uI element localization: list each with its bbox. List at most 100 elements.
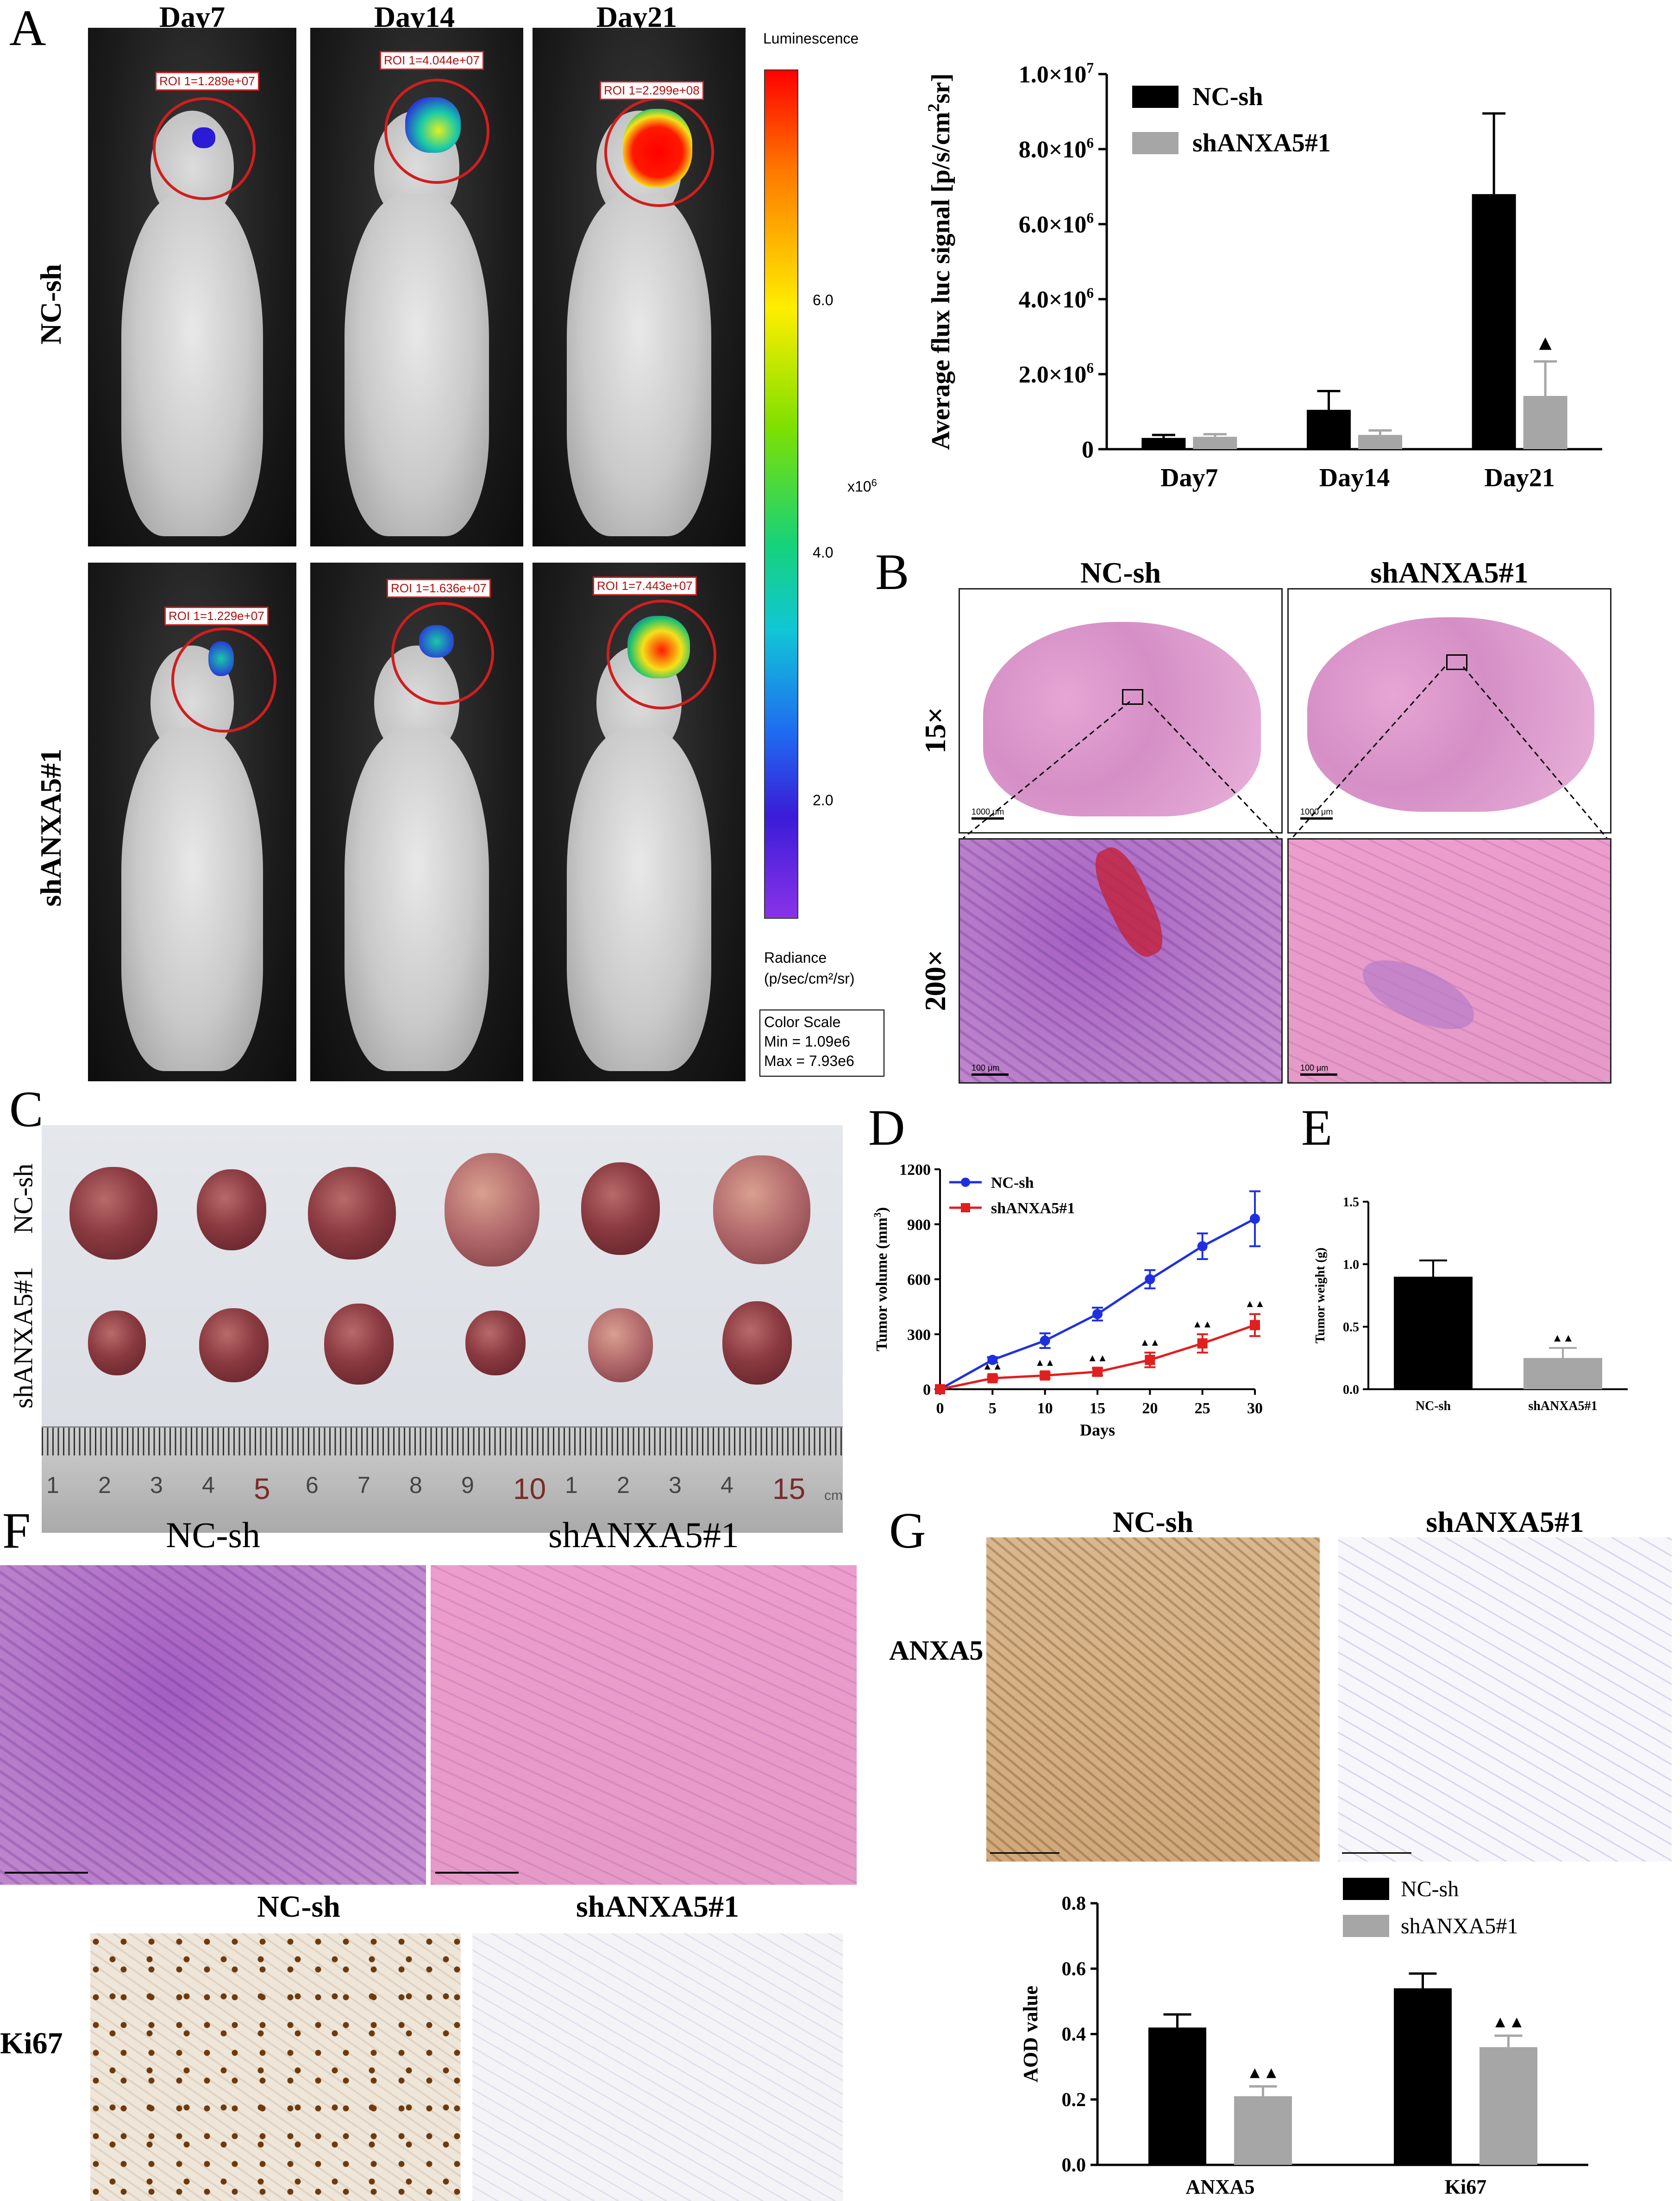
x-tick-label: 30 — [1247, 1400, 1263, 1417]
bar — [1148, 2027, 1206, 2165]
legend-swatch — [1132, 86, 1179, 108]
column-label-nc-sh: NC-sh — [1112, 1505, 1194, 1538]
significance-marker: ▲▲ — [1245, 1298, 1265, 1310]
y-tick-label: 0 — [923, 1381, 931, 1398]
y-axis-label-group: Average flux luc signal [p/s/cm2sr] — [924, 73, 955, 450]
x-tick-label: Day14 — [1319, 464, 1390, 492]
legend-swatch — [1343, 1878, 1389, 1900]
legend-swatch — [1343, 1915, 1389, 1937]
zoom-lines — [963, 666, 1608, 839]
tumor-nc — [69, 1167, 157, 1260]
color-scale-min: Min = 1.09e6 — [764, 1033, 850, 1050]
data-point — [1145, 1274, 1155, 1285]
bar — [1394, 1988, 1452, 2165]
chart-e-tumor-weight: 0.0 0.5 1.0 1.5 Tumor weight (g) NC-sh shANXA5… — [1313, 1195, 1628, 1413]
tumor-nc — [713, 1155, 810, 1264]
x-tick-label: Day21 — [1484, 464, 1555, 492]
ruler: 1 2 3 4 5 6 7 8 9 10 1 2 3 4 15 cm — [42, 1426, 843, 1533]
roi-value: ROI 1=7.443e+07 — [593, 577, 697, 596]
row-label-nc-sh: NC-sh — [8, 1163, 38, 1234]
he-section-nc-15x: 1000 μm — [959, 588, 1283, 834]
luminescence-colorbar — [764, 69, 798, 919]
row-label-nc-sh: NC-sh — [34, 263, 67, 345]
tumor-sh — [199, 1308, 269, 1382]
legend-label: shANXA5#1 — [991, 1200, 1075, 1217]
ruler-number: 2 — [617, 1472, 630, 1498]
color-scale-title: Color Scale — [764, 1014, 841, 1030]
x-tick-label: Ki67 — [1445, 2176, 1486, 2198]
column-label-nc-sh: NC-sh — [166, 1515, 260, 1555]
scale-bar-label: 100 μm — [1300, 1063, 1329, 1072]
column-label-nc-sh: NC-sh — [257, 1890, 340, 1924]
panel-label-b: B — [875, 544, 909, 600]
significance-marker: ▲▲ — [1247, 2063, 1279, 2082]
y-axis-label-group: AOD value — [1019, 1986, 1042, 2082]
bli-image-sh-day21: ROI 1=7.443e+07 — [533, 563, 746, 1081]
data-point — [987, 1373, 998, 1384]
bar — [1234, 2096, 1292, 2165]
tumor-sh — [722, 1301, 792, 1385]
y-tick-label: 0 — [1082, 437, 1094, 463]
significance-marker: ▲ — [1535, 331, 1556, 354]
column-label-shanxa5: shANXA5#1 — [1426, 1505, 1584, 1538]
x-tick-label: ANXA5 — [1185, 2176, 1254, 2198]
anxa5-ihc-sh — [1338, 1537, 1672, 1862]
significance-marker: ▲▲ — [1140, 1336, 1160, 1348]
ki67-ihc-nc — [90, 1933, 461, 2201]
y-tick-label: 1.0×107 — [1019, 60, 1094, 88]
chart-g-aod: 0.0 0.2 0.4 0.6 0.8 AOD value ANXA5 ▲▲ Ki67 ▲▲ NC-… — [1019, 1877, 1588, 2198]
column-label-shanxa5: shANXA5#1 — [548, 1515, 739, 1555]
scale-bar-label: 1000 μm — [1300, 807, 1333, 816]
color-scale-max: Max = 7.93e6 — [764, 1053, 854, 1069]
ruler-number: 6 — [306, 1472, 319, 1498]
row-label-15x: 15× — [919, 707, 952, 754]
y-axis-label: Tumor volume (mm3) — [871, 1207, 890, 1351]
row-label-shanxa5: shANXA5#1 — [34, 748, 67, 907]
bar — [1193, 437, 1237, 449]
colorbar-title: Luminescence — [763, 30, 859, 47]
bar — [1394, 1277, 1473, 1389]
column-label-shanxa5: shANXA5#1 — [576, 1890, 740, 1924]
column-label-shanxa5: shANXA5#1 — [1370, 556, 1529, 589]
x-tick-label: 20 — [1142, 1400, 1158, 1417]
colorbar-tick: 4.0 — [813, 544, 834, 561]
y-tick-label: 0.2 — [1062, 2089, 1086, 2111]
ruler-number: 2 — [98, 1472, 111, 1498]
tumor-sh — [324, 1304, 394, 1385]
ki67-ihc-sh — [472, 1933, 843, 2201]
colorbar-tick: 2.0 — [813, 792, 834, 809]
bar — [1479, 2047, 1537, 2165]
x-tick-label: 15 — [1090, 1400, 1105, 1417]
x-tick-label: Day7 — [1160, 464, 1218, 492]
bar — [1358, 435, 1402, 449]
ruler-number: 3 — [150, 1472, 163, 1498]
column-label-nc-sh: NC-sh — [1080, 556, 1161, 589]
panel-label-d: D — [868, 1099, 905, 1156]
he-section-sh-200x: 100 μm — [1287, 838, 1611, 1084]
radiance-label: Radiance — [764, 949, 827, 966]
radiance-unit: (p/sec/cm²/sr) — [764, 970, 855, 987]
panel-label-c: C — [9, 1081, 44, 1137]
x-tick-label: 5 — [989, 1400, 997, 1417]
bli-image-nc-day21: ROI 1=2.299e+08 — [533, 28, 746, 546]
row-label-anxa5: ANXA5 — [889, 1635, 984, 1666]
ruler-number: 1 — [565, 1472, 578, 1498]
x-tick-label: 10 — [1037, 1400, 1053, 1417]
data-point — [1092, 1367, 1103, 1377]
y-axis-label: AOD value — [1019, 1986, 1042, 2082]
data-point — [1040, 1370, 1050, 1381]
chart-a-average-flux: 0 2.0×106 4.0×106 6.0×106 8.0×106 1.0×107 Aver… — [924, 60, 1602, 492]
y-tick-label: 0.0 — [1343, 1383, 1359, 1397]
roi-value: ROI 1=2.299e+08 — [600, 81, 704, 100]
significance-marker: ▲▲ — [1492, 2013, 1525, 2031]
bli-image-sh-day14: ROI 1=1.636e+07 — [310, 563, 523, 1081]
ruler-number: 9 — [461, 1472, 474, 1498]
bar — [1307, 409, 1351, 449]
y-tick-label: 1200 — [899, 1161, 931, 1179]
y-tick-label: 1.0 — [1343, 1258, 1359, 1272]
scale-bar-label: 1000 μm — [972, 807, 1004, 816]
y-tick-label: 0.5 — [1343, 1320, 1359, 1335]
roi-value: ROI 1=1.289e+07 — [155, 72, 259, 91]
tumor-photo: 1 2 3 4 5 6 7 8 9 10 1 2 3 4 15 cm — [42, 1125, 843, 1533]
tumor-sh — [465, 1311, 526, 1375]
